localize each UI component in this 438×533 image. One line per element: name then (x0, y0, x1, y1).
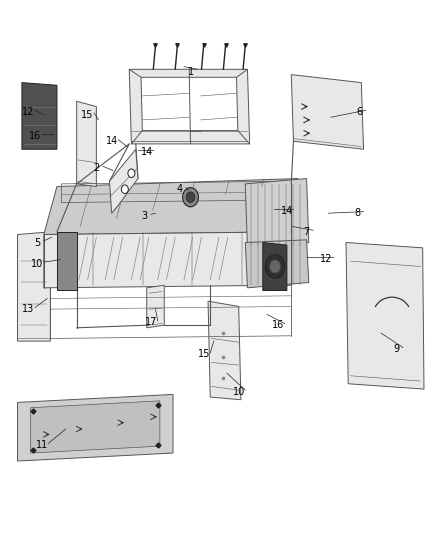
Polygon shape (44, 232, 291, 288)
Text: 16: 16 (272, 320, 284, 330)
Text: 2: 2 (93, 163, 99, 173)
Polygon shape (147, 285, 164, 328)
Polygon shape (18, 394, 173, 461)
Polygon shape (141, 77, 238, 131)
Polygon shape (110, 149, 138, 213)
Polygon shape (291, 75, 364, 149)
Polygon shape (245, 179, 309, 248)
Circle shape (128, 169, 135, 177)
Text: 10: 10 (31, 259, 43, 269)
Polygon shape (208, 301, 241, 400)
Circle shape (186, 192, 195, 203)
Polygon shape (22, 83, 57, 149)
Polygon shape (18, 232, 50, 341)
Text: 14: 14 (141, 147, 153, 157)
Polygon shape (263, 243, 287, 290)
Polygon shape (77, 101, 96, 187)
Text: 15: 15 (198, 350, 210, 359)
Text: 9: 9 (393, 344, 399, 354)
Text: 14: 14 (281, 206, 293, 215)
Circle shape (121, 185, 128, 193)
Text: 12: 12 (320, 254, 332, 263)
Text: 17: 17 (145, 318, 157, 327)
Text: 11: 11 (35, 440, 48, 450)
Circle shape (270, 260, 280, 273)
Polygon shape (129, 69, 250, 144)
Text: 13: 13 (22, 304, 35, 314)
Polygon shape (245, 240, 309, 288)
Text: 12: 12 (22, 107, 35, 117)
Text: 6: 6 (356, 107, 362, 117)
Text: 7: 7 (304, 227, 310, 237)
Polygon shape (57, 232, 77, 290)
Text: 5: 5 (34, 238, 40, 247)
Text: 15: 15 (81, 110, 94, 119)
Text: 16: 16 (29, 131, 41, 141)
Text: 3: 3 (141, 211, 148, 221)
Polygon shape (44, 179, 298, 235)
Circle shape (183, 188, 198, 207)
Text: 8: 8 (354, 208, 360, 218)
Circle shape (265, 255, 285, 278)
Polygon shape (346, 243, 424, 389)
Text: 1: 1 (187, 67, 194, 77)
Text: 10: 10 (233, 387, 245, 397)
Polygon shape (31, 401, 160, 453)
Text: 14: 14 (106, 136, 118, 146)
Text: 4: 4 (177, 184, 183, 194)
